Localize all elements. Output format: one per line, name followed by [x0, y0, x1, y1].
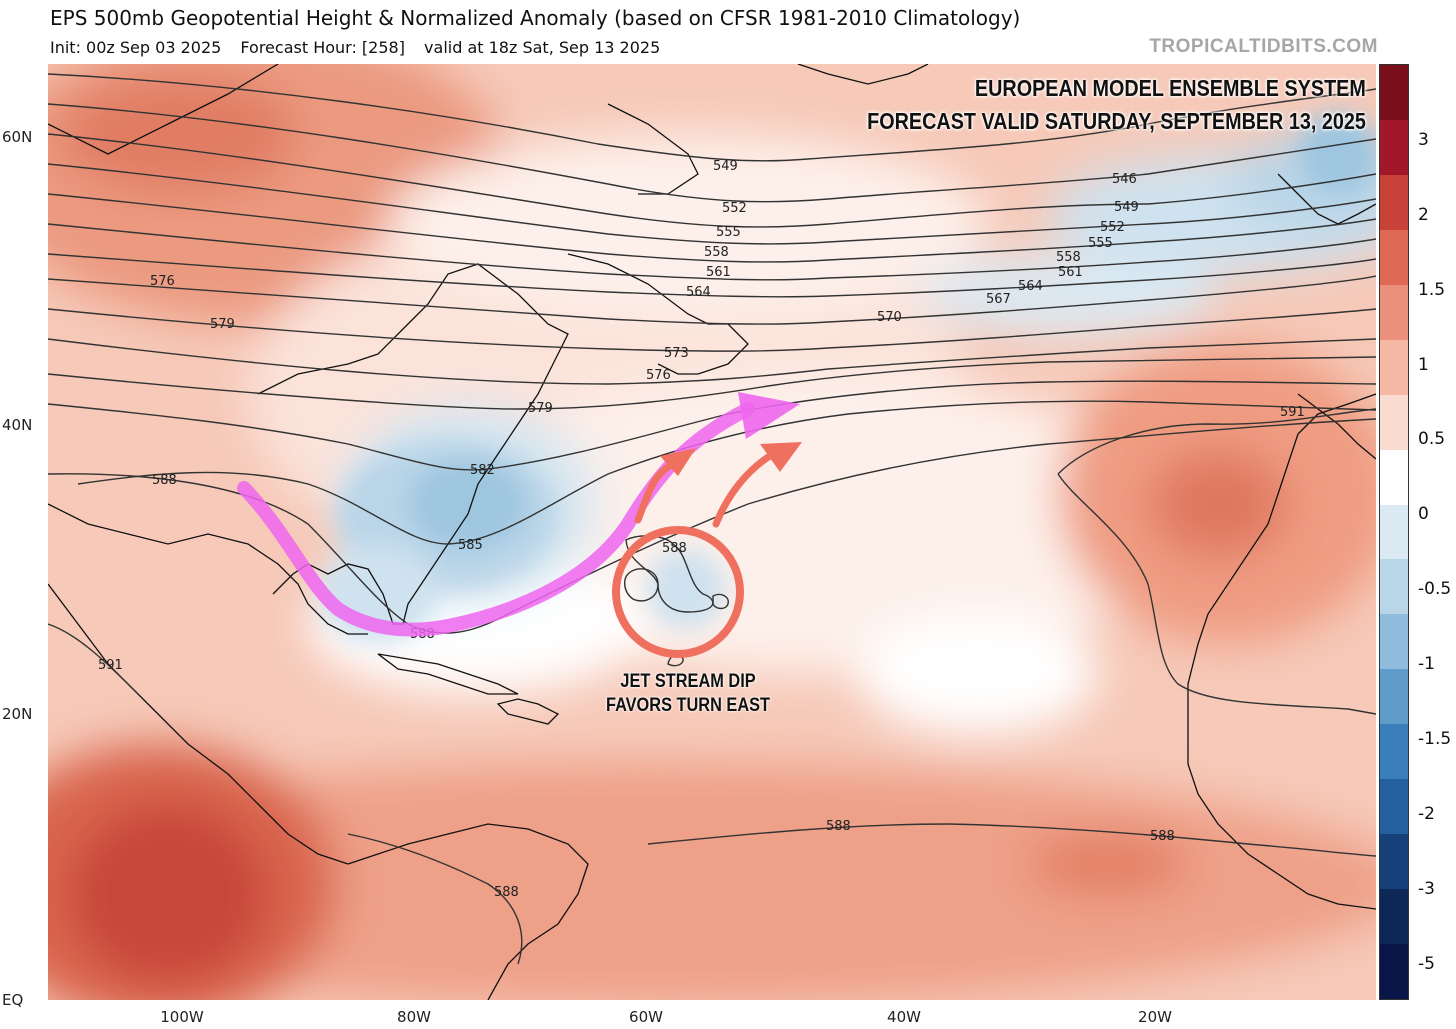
- svg-text:588: 588: [1150, 829, 1175, 844]
- lon-label-60w: 60W: [629, 1008, 663, 1026]
- svg-text:588: 588: [662, 541, 687, 556]
- coastlines: [48, 64, 1376, 1000]
- valid-time: valid at 18z Sat, Sep 13 2025: [424, 38, 661, 57]
- colorbar-segment: [1380, 779, 1408, 835]
- colorbar-segment: [1380, 504, 1408, 560]
- colorbar-segment: [1380, 284, 1408, 341]
- svg-text:555: 555: [716, 225, 741, 240]
- cb-label: -2: [1418, 804, 1435, 824]
- forecast-hour: Forecast Hour: [258]: [240, 38, 405, 57]
- weather-map: 549 552 555 558 561 564 570 573 576 579 …: [48, 64, 1376, 1000]
- svg-text:573: 573: [664, 346, 689, 361]
- cb-label: 3: [1418, 130, 1429, 150]
- svg-text:552: 552: [1100, 220, 1125, 235]
- colorbar-segment: [1380, 559, 1408, 615]
- lon-label-40w: 40W: [887, 1008, 921, 1026]
- turn-east-arrows: [634, 450, 777, 528]
- svg-text:591: 591: [98, 658, 123, 673]
- turn-arrowhead-right: [760, 442, 802, 472]
- anomaly-colorbar: [1379, 64, 1409, 1000]
- note-line2: FAVORS TURN EAST: [605, 695, 771, 716]
- svg-text:558: 558: [704, 245, 729, 260]
- svg-text:579: 579: [528, 401, 553, 416]
- init-time: Init: 00z Sep 03 2025: [50, 38, 222, 57]
- colorbar-segment: [1380, 669, 1408, 725]
- colorbar-segment: [1380, 394, 1408, 451]
- colorbar-segment: [1380, 889, 1408, 945]
- svg-text:561: 561: [1058, 265, 1083, 280]
- svg-text:576: 576: [646, 368, 671, 383]
- cb-label: 0.5: [1418, 429, 1446, 449]
- cb-label: -3: [1418, 879, 1435, 899]
- svg-text:552: 552: [722, 201, 747, 216]
- svg-text:591: 591: [1280, 405, 1305, 420]
- svg-text:558: 558: [1056, 250, 1081, 265]
- cb-label: 0: [1418, 504, 1429, 524]
- cb-label: 1.5: [1418, 280, 1446, 300]
- headline-annotation: EUROPEAN MODEL ENSEMBLE SYSTEM FORECAST …: [867, 72, 1366, 138]
- cb-label: -0.5: [1418, 579, 1452, 599]
- cb-label: -5: [1418, 954, 1435, 974]
- turn-arrowhead-left: [660, 448, 696, 476]
- svg-text:567: 567: [986, 292, 1011, 307]
- colorbar-segment: [1380, 834, 1408, 890]
- svg-text:564: 564: [686, 285, 711, 300]
- svg-text:570: 570: [877, 310, 902, 325]
- lat-label-eq: EQ: [2, 991, 24, 1009]
- colorbar-segment: [1380, 449, 1408, 506]
- svg-text:576: 576: [150, 274, 175, 289]
- colorbar-segment: [1380, 65, 1408, 121]
- svg-text:546: 546: [1112, 172, 1137, 187]
- svg-text:582: 582: [470, 463, 495, 478]
- map-title: EPS 500mb Geopotential Height & Normaliz…: [50, 6, 1021, 30]
- svg-text:549: 549: [713, 159, 738, 174]
- headline-line2: FORECAST VALID SATURDAY, SEPTEMBER 13, 2…: [867, 108, 1366, 134]
- anomaly-shading: [48, 64, 1376, 1000]
- svg-text:549: 549: [1114, 200, 1139, 215]
- svg-text:561: 561: [706, 265, 731, 280]
- lat-label-40n: 40N: [2, 416, 33, 434]
- cb-label: 2: [1418, 205, 1429, 225]
- svg-text:579: 579: [210, 317, 235, 332]
- map-subtitle: Init: 00z Sep 03 2025 Forecast Hour: [25…: [50, 38, 674, 57]
- svg-text:588: 588: [494, 885, 519, 900]
- jet-note: JET STREAM DIP FAVORS TURN EAST: [585, 670, 791, 718]
- lon-label-20w: 20W: [1138, 1008, 1172, 1026]
- headline-line1: EUROPEAN MODEL ENSEMBLE SYSTEM: [975, 75, 1366, 101]
- lat-label-60n: 60N: [2, 128, 33, 146]
- svg-text:588: 588: [826, 819, 851, 834]
- colorbar-segment: [1380, 174, 1408, 231]
- site-credit: TROPICALTIDBITS.COM: [1149, 36, 1378, 57]
- highlight-circle: [612, 526, 744, 658]
- colorbar-segment: [1380, 724, 1408, 780]
- note-line1: JET STREAM DIP: [620, 671, 756, 692]
- cb-label: -1.5: [1418, 729, 1452, 749]
- colorbar-segment: [1380, 229, 1408, 286]
- colorbar-segment: [1380, 119, 1408, 176]
- lat-label-20n: 20N: [2, 705, 33, 723]
- lon-label-80w: 80W: [397, 1008, 431, 1026]
- cb-label: 1: [1418, 355, 1429, 375]
- colorbar-segment: [1380, 614, 1408, 670]
- svg-text:585: 585: [458, 538, 483, 553]
- cb-label: -1: [1418, 654, 1435, 674]
- svg-text:588: 588: [152, 473, 177, 488]
- lon-label-100w: 100W: [160, 1008, 204, 1026]
- svg-text:564: 564: [1018, 279, 1043, 294]
- svg-text:555: 555: [1088, 236, 1113, 251]
- colorbar-segment: [1380, 339, 1408, 396]
- colorbar-segment: [1380, 944, 1408, 1000]
